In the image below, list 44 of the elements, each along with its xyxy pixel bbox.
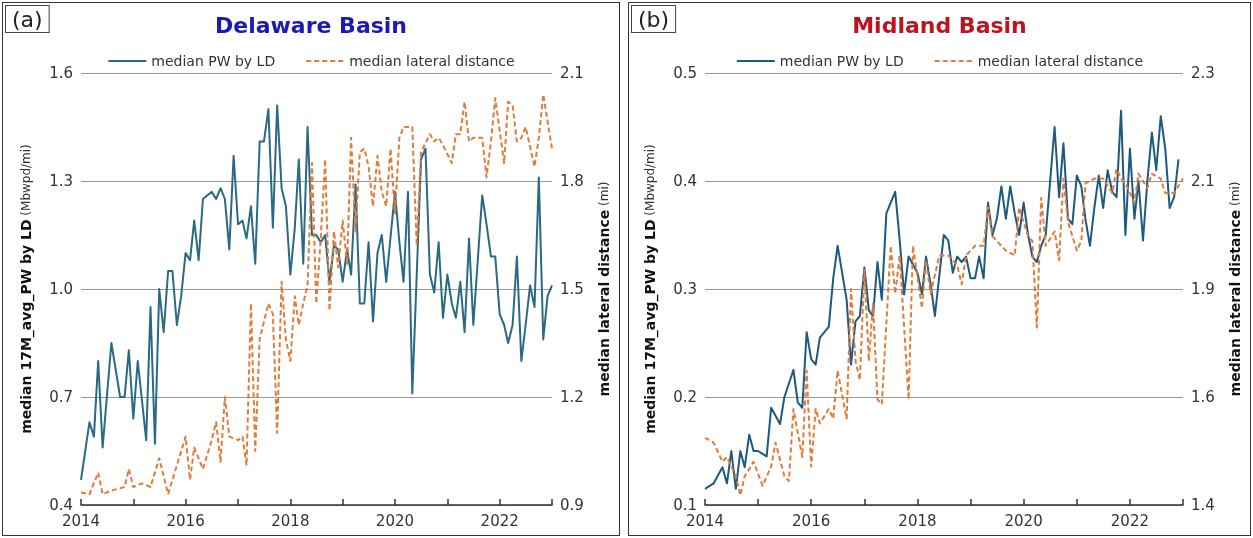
y-axis-title: median 17M_avg_PW by LD (Mbwpd/mi) [642, 144, 659, 434]
y2-tick-label: 2.1 [1191, 172, 1215, 190]
y2-tick-label: 1.6 [1191, 388, 1215, 406]
chart-title: Midland Basin [852, 12, 1027, 38]
y2-axis-title: median lateral distance (mi) [596, 181, 612, 397]
y2-tick-label: 1.8 [560, 172, 584, 190]
legend-label: median lateral distance [977, 53, 1144, 69]
y2-tick-label: 0.9 [560, 496, 584, 514]
text: (a) [12, 6, 43, 32]
y-tick-label: 0.4 [673, 172, 697, 190]
x-tick-label: 2022 [480, 511, 519, 530]
x-tick-label: 2022 [1110, 511, 1150, 530]
y-tick-label: 1.6 [49, 64, 73, 82]
y-tick-label: 0.3 [673, 280, 697, 298]
line-series [704, 109, 1180, 490]
x-tick-label: 2014 [685, 511, 725, 530]
x-tick-label: 2020 [1004, 511, 1043, 530]
y-tick-label: 0.1 [673, 496, 697, 514]
x-tick-label: 2018 [271, 511, 310, 530]
y2-tick-label: 1.4 [1191, 496, 1215, 514]
y2-tick-label: 1.2 [560, 388, 584, 406]
line-series [704, 168, 1184, 497]
y2-tick-label: 2.3 [1191, 64, 1215, 82]
y-tick-label: 1.0 [49, 280, 73, 298]
y2-axis-title: median lateral distance (mi) [1227, 181, 1243, 397]
y-tick-label: 1.3 [49, 172, 73, 190]
y2-tick-label: 2.1 [560, 64, 584, 82]
chart-title: Delaware Basin [214, 12, 408, 38]
y-axis-title: median 17M_avg_PW by LD (Mbwpd/mi) [18, 144, 35, 434]
y-tick-label: 0.7 [49, 388, 73, 406]
text: (b) [638, 6, 670, 32]
y2-tick-label: 1.9 [1191, 280, 1215, 298]
y2-tick-label: 1.5 [560, 280, 584, 298]
x-tick-label: 2014 [61, 511, 101, 530]
x-tick-label: 2018 [898, 511, 937, 530]
legend-label: median PW by LD [779, 53, 904, 69]
x-tick-label: 2016 [792, 511, 831, 530]
legend-label: median lateral distance [349, 53, 515, 69]
x-tick-label: 2020 [375, 511, 415, 530]
y-tick-label: 0.2 [673, 388, 697, 406]
y-tick-label: 0.4 [49, 496, 73, 514]
x-tick-label: 2016 [166, 511, 205, 530]
y-tick-label: 0.5 [673, 64, 697, 82]
legend-label: median PW by LD [151, 53, 276, 69]
